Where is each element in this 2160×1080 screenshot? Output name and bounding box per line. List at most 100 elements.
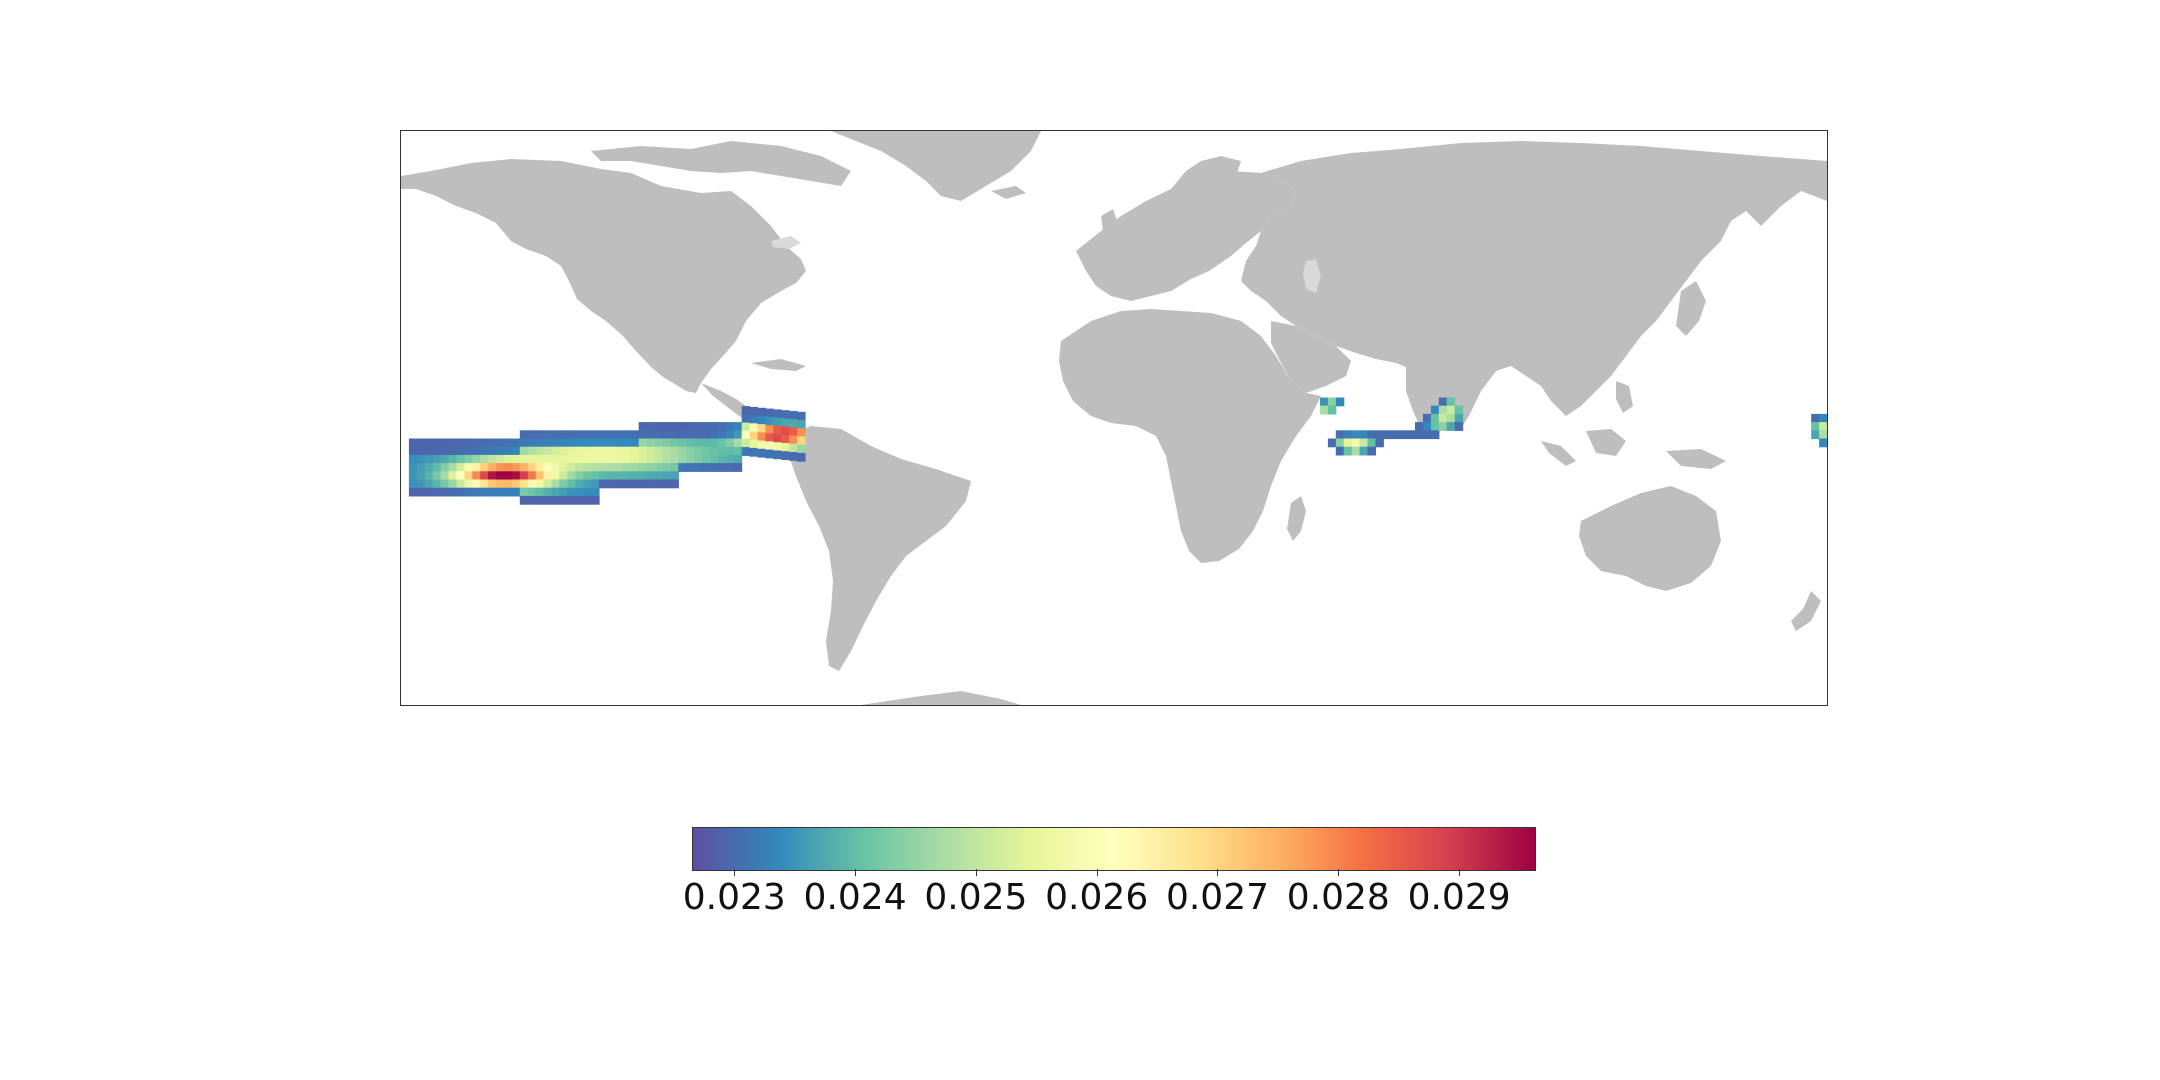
heat-cell (543, 438, 553, 448)
heat-cell (757, 448, 766, 458)
heat-cell (559, 495, 568, 505)
heat-cell (607, 454, 616, 464)
heat-cell (559, 454, 568, 464)
heat-cell (543, 463, 553, 472)
heat-cell (527, 487, 537, 497)
heat-cell (694, 422, 703, 431)
heat-cell (733, 422, 743, 431)
heat-cell (654, 430, 663, 440)
heat-cell (797, 452, 806, 462)
new-guinea (1666, 449, 1726, 469)
heat-cell (504, 471, 513, 481)
heat-cell (575, 471, 584, 481)
heat-cell (551, 487, 560, 497)
heat-cell (781, 451, 790, 460)
heat-cell (591, 446, 600, 456)
heat-cell (1375, 438, 1384, 448)
heat-cell (456, 479, 465, 489)
heat-cell (519, 463, 529, 472)
heat-cell (504, 479, 513, 489)
heat-cell (725, 430, 735, 440)
heat-cell (781, 434, 790, 444)
heat-cell (583, 463, 592, 472)
heat-cell (1359, 446, 1369, 456)
heat-cell (662, 479, 671, 489)
heat-cell (583, 479, 592, 489)
heat-cell (575, 454, 584, 464)
heat-cell (654, 463, 663, 472)
heat-cell (630, 446, 640, 456)
heat-cell (567, 446, 576, 456)
heat-cell (456, 487, 465, 497)
heat-cell (1375, 430, 1384, 440)
heat-cell (757, 415, 766, 425)
heat-cell (717, 438, 727, 448)
heat-cell (567, 495, 576, 505)
heat-cell (1415, 422, 1424, 431)
british-isles (1101, 209, 1119, 241)
heat-cell (765, 408, 774, 418)
heat-cell (1423, 413, 1432, 423)
japan (1676, 281, 1706, 336)
heat-cell (1351, 430, 1361, 440)
heat-cell (599, 454, 608, 464)
heat-cell (1367, 438, 1376, 448)
heat-cell (567, 454, 576, 464)
heat-cell (638, 471, 648, 481)
heatmap-cells (408, 397, 1827, 505)
heat-cell (638, 463, 648, 472)
heat-cell (551, 454, 560, 464)
heat-cell (496, 446, 505, 456)
heat-cell (599, 471, 608, 481)
heat-cell (662, 446, 671, 456)
heat-cell (599, 463, 608, 472)
antarctica-tip (861, 691, 1021, 705)
heat-cell (504, 446, 513, 456)
heat-cell (733, 463, 743, 472)
heat-cell (607, 430, 616, 440)
heat-cell (496, 454, 505, 464)
heat-cell (1359, 430, 1369, 440)
heat-cell (591, 471, 600, 481)
heat-cell (464, 463, 473, 472)
heat-cell (614, 471, 624, 481)
heat-cell (440, 463, 450, 472)
heat-cell (543, 454, 553, 464)
heat-cell (797, 428, 806, 438)
heat-cell (773, 409, 782, 419)
heat-cell (694, 446, 703, 456)
heat-cell (1446, 397, 1456, 407)
heat-cell (686, 438, 695, 448)
heat-cell (630, 430, 640, 440)
heat-cell (797, 420, 806, 429)
heat-cell (773, 434, 782, 443)
colorbar-tick-label: 0.025 (924, 877, 1028, 918)
heat-cell (686, 446, 695, 456)
heat-cell (472, 479, 481, 489)
heat-cell (1819, 422, 1827, 431)
heat-cell (638, 446, 648, 456)
heat-cell (694, 454, 703, 464)
heat-cell (424, 438, 434, 448)
heat-cell (432, 479, 442, 489)
heat-cell (511, 487, 521, 497)
heat-cell (1367, 446, 1376, 456)
heat-cell (678, 454, 687, 464)
heat-cell (408, 471, 418, 481)
heat-cell (1391, 430, 1400, 440)
heat-cell (1327, 438, 1337, 448)
heat-cell (472, 446, 481, 456)
heat-cell (583, 438, 592, 448)
heat-cell (416, 454, 426, 464)
heat-cell (599, 430, 608, 440)
heat-cell (519, 430, 529, 440)
heat-cell (551, 471, 560, 481)
heat-cell (504, 438, 513, 448)
heat-cell (448, 446, 457, 456)
heat-cell (472, 471, 481, 481)
heat-cell (488, 479, 497, 489)
heat-cell (1430, 422, 1440, 431)
heat-cell (519, 479, 529, 489)
heat-cell (710, 422, 719, 431)
heat-cell (765, 425, 774, 434)
